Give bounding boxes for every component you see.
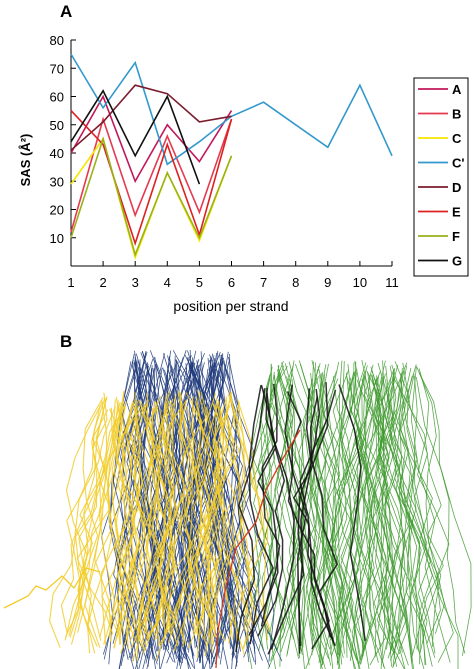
x-tick-label: 2 xyxy=(99,275,106,290)
y-tick-label: 10 xyxy=(50,231,64,246)
sas-line-chart: 10 20 30 40 50 60 70 80 1 2 3 4 5 6 7 8 9 10 11 SAS (Å²) p… xyxy=(18,33,469,314)
y-tick-label: 60 xyxy=(50,90,64,105)
x-axis-label: position per strand xyxy=(173,298,288,314)
x-tick-label: 10 xyxy=(353,275,367,290)
y-tick-label: 20 xyxy=(50,203,64,218)
x-tick-label: 7 xyxy=(260,275,267,290)
red-strand-chain xyxy=(215,429,301,669)
black-strand-bundle xyxy=(235,382,367,655)
x-tick-label: 11 xyxy=(385,275,399,290)
series-line-C xyxy=(70,137,233,261)
x-tick-label: 1 xyxy=(67,275,74,290)
strand-ribbon-figure xyxy=(3,349,472,669)
chart-series xyxy=(70,53,393,261)
y-tick-label: 80 xyxy=(50,33,64,48)
legend-label: C xyxy=(452,131,462,146)
series-line-E xyxy=(70,110,233,246)
series-line-G xyxy=(70,89,201,185)
x-tick-label: 5 xyxy=(196,275,203,290)
legend-label: F xyxy=(452,229,460,244)
series-line-Cprime xyxy=(70,53,393,166)
chart-axes: 10 20 30 40 50 60 70 80 1 2 3 4 5 6 7 8 9 10 11 xyxy=(50,33,399,290)
yellow-strand-tail xyxy=(3,567,101,609)
y-tick-label: 40 xyxy=(50,146,64,161)
y-tick-label: 70 xyxy=(50,61,64,76)
legend-label: D xyxy=(452,180,461,195)
x-tick-label: 6 xyxy=(228,275,235,290)
y-tick-label: 50 xyxy=(50,118,64,133)
y-axis-label: SAS (Å²) xyxy=(18,134,33,187)
x-tick-label: 8 xyxy=(292,275,299,290)
legend-label: G xyxy=(452,254,462,269)
panel-a-label: A xyxy=(60,2,73,21)
series-line-D xyxy=(70,84,232,151)
legend-label: B xyxy=(452,107,461,122)
legend-label: E xyxy=(452,205,461,220)
yellow-strand-bundle xyxy=(49,390,271,662)
legend-box xyxy=(413,77,469,277)
legend-label: C' xyxy=(452,156,464,171)
x-tick-label: 3 xyxy=(132,275,139,290)
series-line-A xyxy=(70,94,233,184)
series-line-F xyxy=(70,136,233,258)
green-strand-bundle xyxy=(214,360,472,669)
y-tick-label: 30 xyxy=(50,174,64,189)
x-tick-label: 9 xyxy=(324,275,331,290)
panel-b-label: B xyxy=(60,332,73,351)
legend-label: A xyxy=(452,82,462,97)
x-tick-label: 4 xyxy=(164,275,171,290)
